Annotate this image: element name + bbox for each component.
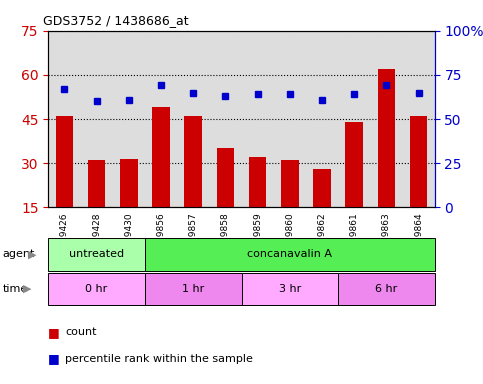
Bar (378, 69, 395, 252)
Bar (48, 31, 81, 207)
Text: 6 hr: 6 hr (375, 284, 398, 294)
Bar (306, 31, 338, 207)
Bar (402, 31, 435, 207)
Text: ▶: ▶ (23, 284, 32, 294)
Bar (345, 122, 363, 252)
Bar (88, 160, 105, 252)
Text: untreated: untreated (69, 249, 124, 260)
Text: count: count (65, 327, 97, 337)
Text: ▶: ▶ (28, 249, 37, 260)
Text: 1 hr: 1 hr (182, 284, 204, 294)
Bar (177, 31, 209, 207)
Text: GDS3752 / 1438686_at: GDS3752 / 1438686_at (43, 14, 189, 27)
Bar (313, 169, 331, 252)
Bar (338, 31, 370, 207)
Bar (113, 31, 145, 207)
Text: time: time (2, 284, 28, 294)
Bar (274, 31, 306, 207)
Bar (216, 149, 234, 252)
Text: ■: ■ (48, 353, 60, 366)
Text: 0 hr: 0 hr (85, 284, 108, 294)
Text: concanavalin A: concanavalin A (247, 249, 332, 260)
Text: ■: ■ (48, 326, 60, 339)
Bar (370, 31, 402, 207)
Bar (56, 116, 73, 252)
Bar (410, 116, 427, 252)
Bar (145, 31, 177, 207)
Bar (81, 31, 113, 207)
Text: 3 hr: 3 hr (279, 284, 301, 294)
Text: percentile rank within the sample: percentile rank within the sample (65, 354, 253, 364)
Text: agent: agent (2, 249, 35, 260)
Bar (281, 160, 298, 252)
Bar (152, 107, 170, 252)
Bar (242, 31, 274, 207)
Bar (209, 31, 242, 207)
Bar (185, 116, 202, 252)
Bar (120, 159, 138, 252)
Bar (249, 157, 267, 252)
